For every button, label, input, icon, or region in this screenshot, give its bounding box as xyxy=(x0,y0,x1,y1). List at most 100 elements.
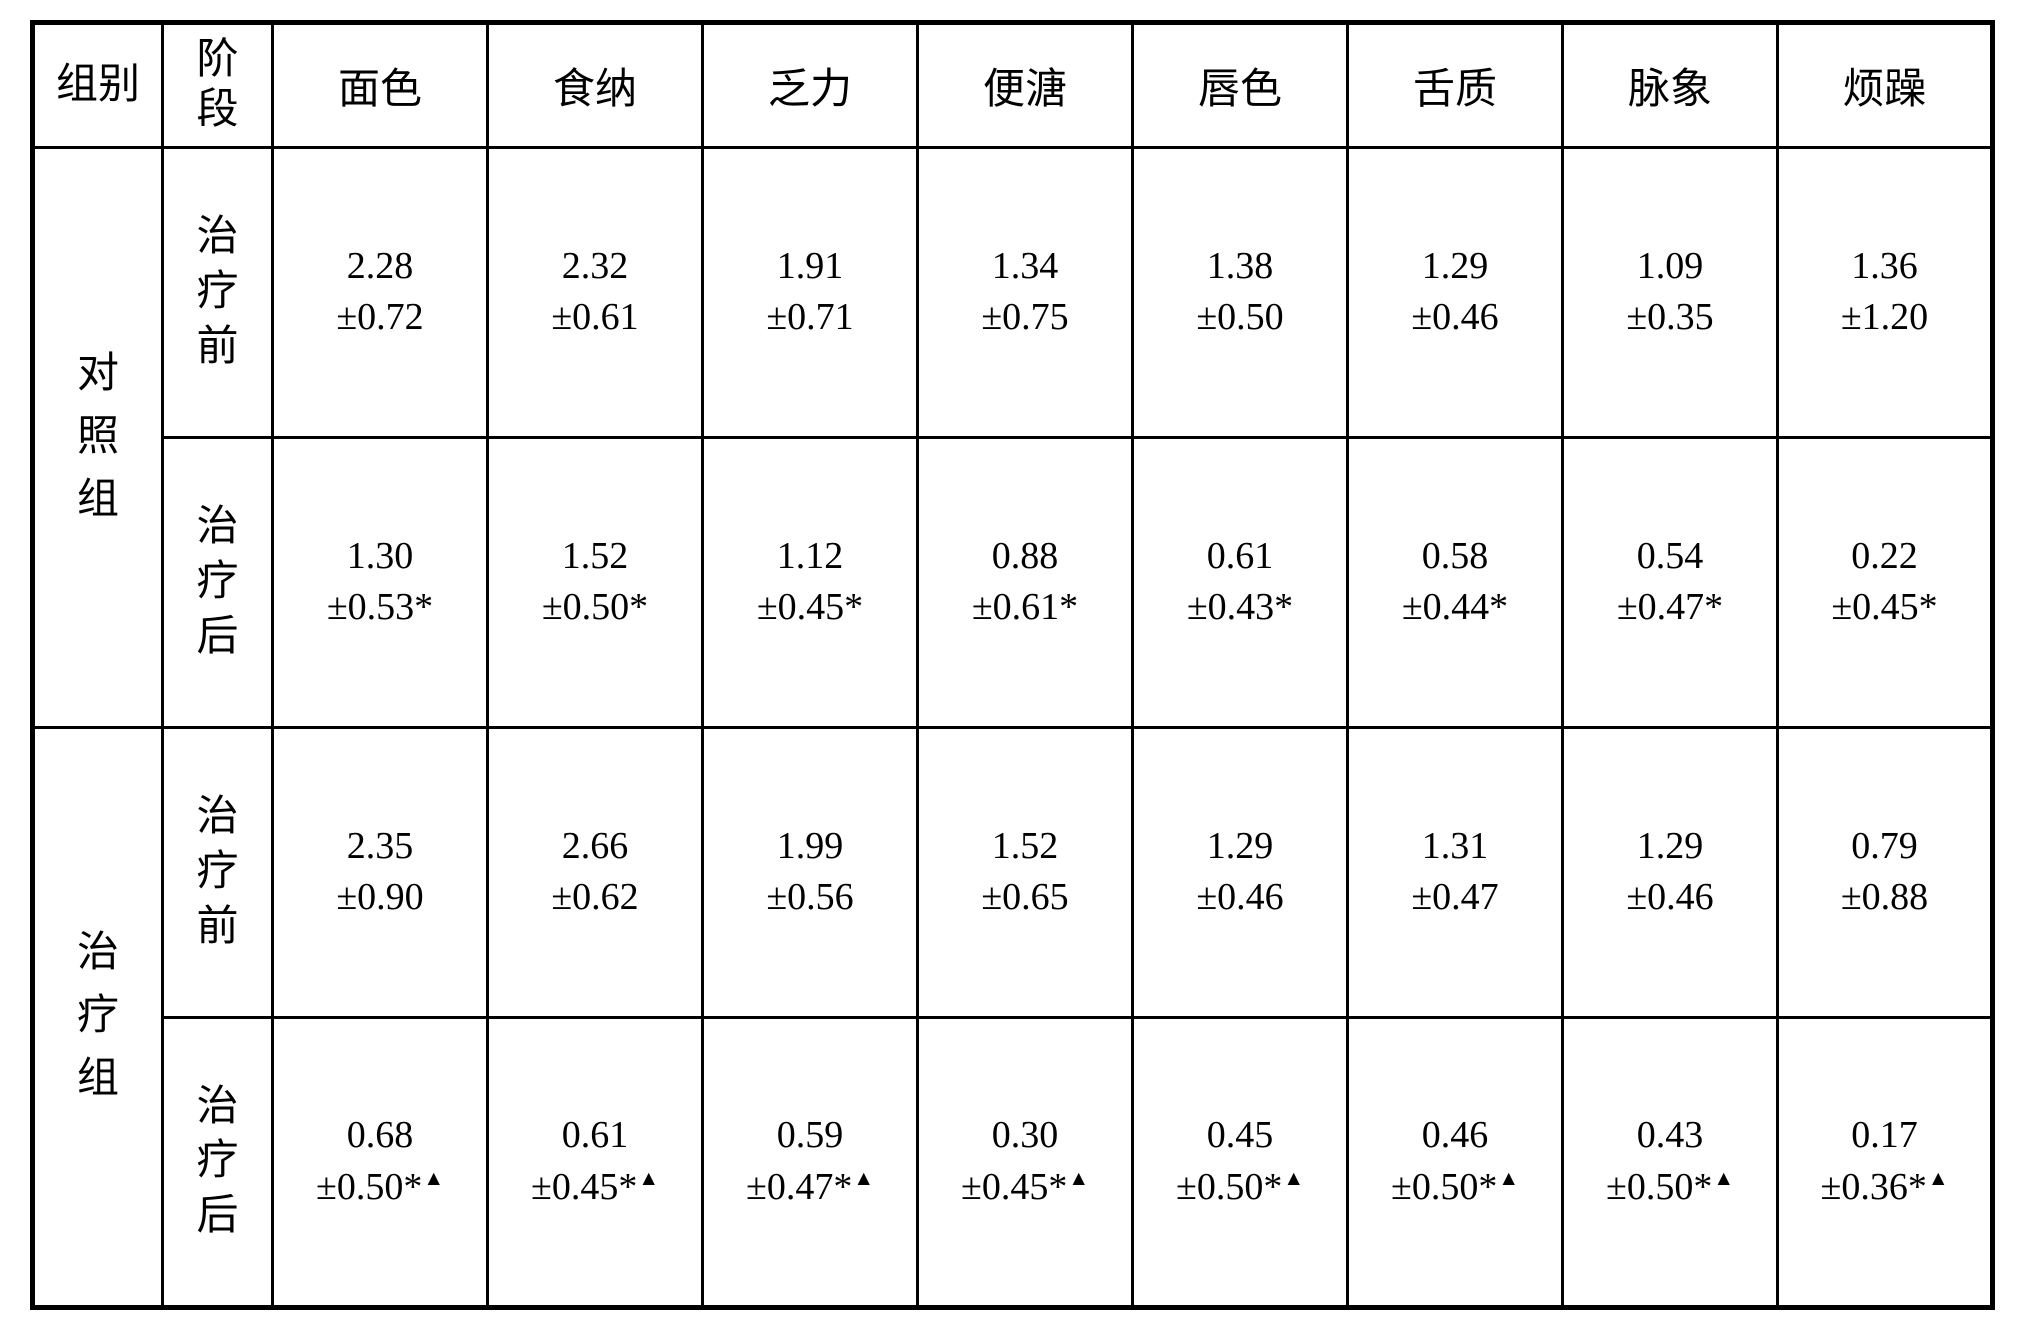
sd-value: ±0.75 xyxy=(925,292,1125,343)
phase-char: 治 xyxy=(196,790,238,845)
sd-value: ±0.56 xyxy=(710,872,910,923)
data-cell: 0.17±0.36*▲ xyxy=(1778,1017,1993,1307)
group-label-0: 对 照 组 xyxy=(33,147,163,727)
data-cell: 2.35±0.90 xyxy=(273,727,488,1017)
phase-char: 疗 xyxy=(196,845,238,900)
data-cell: 1.99±0.56 xyxy=(703,727,918,1017)
sd-value: ±0.45* xyxy=(710,582,910,633)
table-header-row: 组别 阶 段 面色 食纳 乏力 便溏 唇色 舌质 脉象 烦躁 xyxy=(33,23,1993,148)
mean-value: 0.30 xyxy=(925,1110,1125,1161)
mean-value: 1.29 xyxy=(1570,821,1770,872)
table-row: 治 疗 组 治 疗 前 2.35±0.90 2.66±0.62 1.99±0.5… xyxy=(33,727,1993,1017)
data-cell: 1.30±0.53* xyxy=(273,437,488,727)
sd-value: ±0.53* xyxy=(280,582,480,633)
data-cell: 0.54±0.47* xyxy=(1563,437,1778,727)
sd-value: ±0.61* xyxy=(925,582,1125,633)
sd-value: ±0.43* xyxy=(1140,582,1340,633)
phase-char: 后 xyxy=(196,1189,238,1244)
data-cell: 1.38±0.50 xyxy=(1133,147,1348,437)
group-1-char-2: 组 xyxy=(77,1048,119,1111)
phase-label: 治 疗 前 xyxy=(163,727,273,1017)
header-metric-7: 烦躁 xyxy=(1778,23,1993,148)
header-phase-line2: 段 xyxy=(196,87,238,133)
data-cell: 2.28±0.72 xyxy=(273,147,488,437)
header-metric-2: 乏力 xyxy=(703,23,918,148)
sd-value: ±0.61 xyxy=(495,292,695,343)
header-phase-line1: 阶 xyxy=(196,37,238,83)
header-metric-0: 面色 xyxy=(273,23,488,148)
mean-value: 1.29 xyxy=(1140,821,1340,872)
mean-value: 0.22 xyxy=(1785,531,1984,582)
sd-value: ±0.46 xyxy=(1140,872,1340,923)
sd-value: ±0.50* xyxy=(495,582,695,633)
phase-label: 治 疗 后 xyxy=(163,437,273,727)
table-row: 治 疗 后 1.30±0.53* 1.52±0.50* 1.12±0.45* 0… xyxy=(33,437,1993,727)
mean-value: 1.38 xyxy=(1140,241,1340,292)
triangle-mark-icon: ▲ xyxy=(1498,1166,1519,1190)
group-0-char-2: 组 xyxy=(77,469,119,532)
table-row: 治 疗 后 0.68±0.50*▲ 0.61±0.45*▲ 0.59±0.47*… xyxy=(33,1017,1993,1307)
mean-value: 1.52 xyxy=(495,531,695,582)
group-1-char-1: 疗 xyxy=(77,985,119,1048)
sd-value: ±0.35 xyxy=(1570,292,1770,343)
group-label-1: 治 疗 组 xyxy=(33,727,163,1307)
phase-char: 治 xyxy=(196,210,238,265)
triangle-mark-icon: ▲ xyxy=(1283,1166,1304,1190)
mean-value: 0.88 xyxy=(925,531,1125,582)
data-cell: 0.46±0.50*▲ xyxy=(1348,1017,1563,1307)
header-metric-6: 脉象 xyxy=(1563,23,1778,148)
mean-value: 1.12 xyxy=(710,531,910,582)
mean-value: 1.31 xyxy=(1355,821,1555,872)
data-cell: 1.29±0.46 xyxy=(1348,147,1563,437)
sd-value: ±0.88 xyxy=(1785,872,1984,923)
mean-value: 2.35 xyxy=(280,821,480,872)
mean-value: 0.17 xyxy=(1785,1110,1984,1161)
mean-value: 1.99 xyxy=(710,821,910,872)
data-cell: 2.32±0.61 xyxy=(488,147,703,437)
data-cell: 0.43±0.50*▲ xyxy=(1563,1017,1778,1307)
triangle-mark-icon: ▲ xyxy=(853,1166,874,1190)
group-0-char-0: 对 xyxy=(77,343,119,406)
phase-char: 疗 xyxy=(196,1134,238,1189)
data-cell: 1.09±0.35 xyxy=(1563,147,1778,437)
sd-value: ±0.65 xyxy=(925,872,1125,923)
header-phase: 阶 段 xyxy=(163,23,273,148)
sd-value: ±0.47* xyxy=(1570,582,1770,633)
header-group: 组别 xyxy=(33,23,163,148)
data-cell: 0.88±0.61* xyxy=(918,437,1133,727)
sd-value: ±0.50* xyxy=(1606,1166,1712,1208)
header-metric-3: 便溏 xyxy=(918,23,1133,148)
mean-value: 0.68 xyxy=(280,1110,480,1161)
sd-value: ±1.20 xyxy=(1785,292,1984,343)
mean-value: 1.36 xyxy=(1785,241,1984,292)
phase-char: 前 xyxy=(196,320,238,375)
mean-value: 1.09 xyxy=(1570,241,1770,292)
mean-value: 2.28 xyxy=(280,241,480,292)
sd-value: ±0.45* xyxy=(961,1166,1067,1208)
mean-value: 0.59 xyxy=(710,1110,910,1161)
triangle-mark-icon: ▲ xyxy=(1713,1166,1734,1190)
data-cell: 0.30±0.45*▲ xyxy=(918,1017,1133,1307)
sd-value: ±0.46 xyxy=(1355,292,1555,343)
header-metric-5: 舌质 xyxy=(1348,23,1563,148)
data-cell: 2.66±0.62 xyxy=(488,727,703,1017)
mean-value: 0.46 xyxy=(1355,1110,1555,1161)
sd-value: ±0.45* xyxy=(1785,582,1984,633)
mean-value: 1.52 xyxy=(925,821,1125,872)
sd-value: ±0.72 xyxy=(280,292,480,343)
data-cell: 1.36±1.20 xyxy=(1778,147,1993,437)
sd-value: ±0.71 xyxy=(710,292,910,343)
triangle-mark-icon: ▲ xyxy=(423,1166,444,1190)
mean-value: 0.54 xyxy=(1570,531,1770,582)
phase-char: 疗 xyxy=(196,265,238,320)
data-cell: 1.12±0.45* xyxy=(703,437,918,727)
data-cell: 0.61±0.45*▲ xyxy=(488,1017,703,1307)
phase-char: 治 xyxy=(196,1080,238,1135)
sd-value: ±0.47* xyxy=(746,1166,852,1208)
sd-value: ±0.36* xyxy=(1820,1166,1926,1208)
mean-value: 2.32 xyxy=(495,241,695,292)
mean-value: 1.30 xyxy=(280,531,480,582)
table-row: 对 照 组 治 疗 前 2.28±0.72 2.32±0.61 1.91±0.7… xyxy=(33,147,1993,437)
sd-value: ±0.45* xyxy=(531,1166,637,1208)
data-cell: 0.59 ±0.47*▲ xyxy=(703,1017,918,1307)
